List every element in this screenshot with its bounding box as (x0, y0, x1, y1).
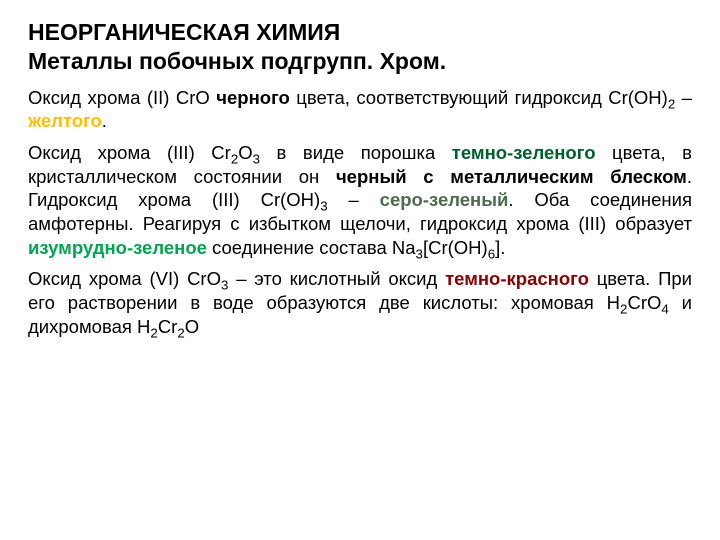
title-line-1: НЕОРГАНИЧЕСКАЯ ХИМИЯ (28, 19, 340, 45)
text-run: – (328, 189, 380, 210)
text-run: Cr (158, 316, 178, 337)
text-run: O (185, 316, 199, 337)
subscript: 6 (488, 246, 495, 261)
bold-black: черного (216, 87, 290, 108)
text-run: – (675, 87, 692, 108)
paragraph-3: Оксид хрома (VI) CrO3 – это кислотный ок… (28, 267, 692, 338)
text-run: Оксид хрома (II) CrO (28, 87, 216, 108)
text-run: – это кислотный оксид (228, 268, 445, 289)
darkgreen-text: темно-зеленого (452, 142, 596, 163)
text-run: [Cr(OH) (423, 237, 488, 258)
paragraph-1: Оксид хрома (II) CrO черного цвета, соот… (28, 86, 692, 133)
paragraph-2: Оксид хрома (III) Cr2O3 в виде порошка т… (28, 141, 692, 259)
slide-title: НЕОРГАНИЧЕСКАЯ ХИМИЯ Металлы побочных по… (28, 18, 692, 76)
subscript: 3 (320, 199, 327, 214)
text-run: цвета, соответствующий гидроксид Cr(OH) (290, 87, 668, 108)
text-run: O (238, 142, 252, 163)
subscript: 2 (150, 325, 157, 340)
subscript: 3 (416, 246, 423, 261)
bold-text: черный с металлическим блеском (336, 166, 687, 187)
text-run: Оксид хрома (VI) CrO (28, 268, 221, 289)
title-line-2: Металлы побочных подгрупп. Хром. (28, 48, 446, 74)
emerald-text: изумрудно-зеленое (28, 237, 207, 258)
text-run: Оксид хрома (III) Cr (28, 142, 231, 163)
yellow-text: желтого (28, 110, 102, 131)
text-run: ]. (495, 237, 505, 258)
subscript: 4 (661, 302, 668, 317)
text-run: CrO (627, 292, 661, 313)
subscript: 3 (253, 152, 260, 167)
text-run: в виде порошка (260, 142, 452, 163)
darkred-text: темно-красного (445, 268, 589, 289)
subscript: 2 (177, 325, 184, 340)
text-run: соединение состава Na (207, 237, 416, 258)
graygreen-text: серо-зеленый (380, 189, 509, 210)
text-run: . (102, 110, 107, 131)
